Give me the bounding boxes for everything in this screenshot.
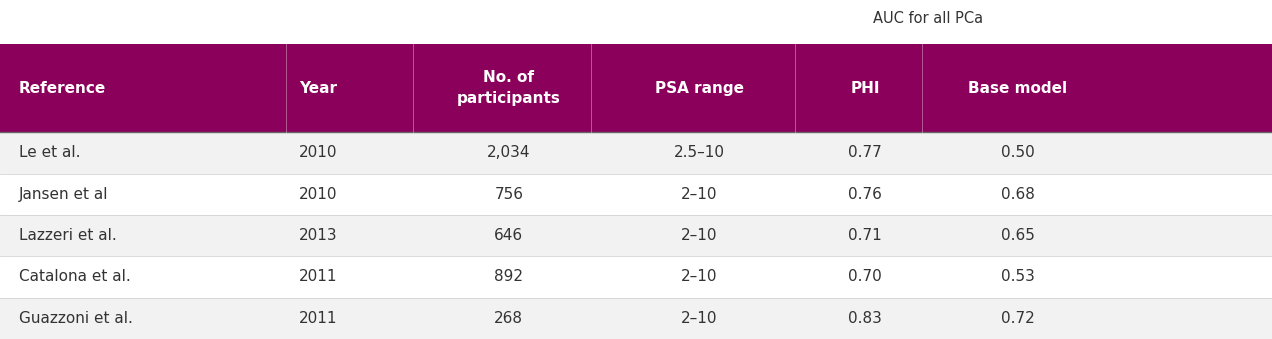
- Bar: [0, 256, 1272, 298]
- Text: 0.65: 0.65: [1001, 228, 1034, 243]
- Bar: [0, 174, 1272, 215]
- Text: 0.83: 0.83: [848, 311, 881, 326]
- Text: 0.71: 0.71: [848, 228, 881, 243]
- Text: 892: 892: [495, 270, 523, 284]
- Bar: [0, 44, 1272, 132]
- Text: Catalona et al.: Catalona et al.: [19, 270, 131, 284]
- Text: Guazzoni et al.: Guazzoni et al.: [19, 311, 134, 326]
- Text: 2–10: 2–10: [682, 187, 717, 202]
- Text: PSA range: PSA range: [655, 81, 744, 96]
- Text: 268: 268: [495, 311, 523, 326]
- Text: 2–10: 2–10: [682, 270, 717, 284]
- Text: 756: 756: [495, 187, 523, 202]
- Bar: [0, 298, 1272, 339]
- Text: Lazzeri et al.: Lazzeri et al.: [19, 228, 117, 243]
- Text: 0.77: 0.77: [848, 145, 881, 160]
- Text: 2–10: 2–10: [682, 228, 717, 243]
- Text: PHI: PHI: [850, 81, 880, 96]
- Text: 2011: 2011: [299, 311, 337, 326]
- Text: 0.72: 0.72: [1001, 311, 1034, 326]
- Text: Le et al.: Le et al.: [19, 145, 80, 160]
- Text: Reference: Reference: [19, 81, 107, 96]
- Text: 2–10: 2–10: [682, 311, 717, 326]
- Text: Base model: Base model: [968, 81, 1067, 96]
- Text: 646: 646: [495, 228, 523, 243]
- Text: 2010: 2010: [299, 145, 337, 160]
- Bar: [0, 215, 1272, 256]
- Text: 2.5–10: 2.5–10: [674, 145, 725, 160]
- Text: Jansen et al: Jansen et al: [19, 187, 108, 202]
- Text: 0.70: 0.70: [848, 270, 881, 284]
- Text: 0.68: 0.68: [1001, 187, 1034, 202]
- Text: 2011: 2011: [299, 270, 337, 284]
- Text: No. of
participants: No. of participants: [457, 70, 561, 106]
- Bar: [0, 132, 1272, 174]
- Text: 0.53: 0.53: [1001, 270, 1034, 284]
- Text: AUC for all PCa: AUC for all PCa: [874, 11, 983, 26]
- Text: 2013: 2013: [299, 228, 337, 243]
- Text: 2010: 2010: [299, 187, 337, 202]
- Text: Year: Year: [299, 81, 337, 96]
- Text: 2,034: 2,034: [487, 145, 530, 160]
- Text: 0.50: 0.50: [1001, 145, 1034, 160]
- Text: 0.76: 0.76: [848, 187, 881, 202]
